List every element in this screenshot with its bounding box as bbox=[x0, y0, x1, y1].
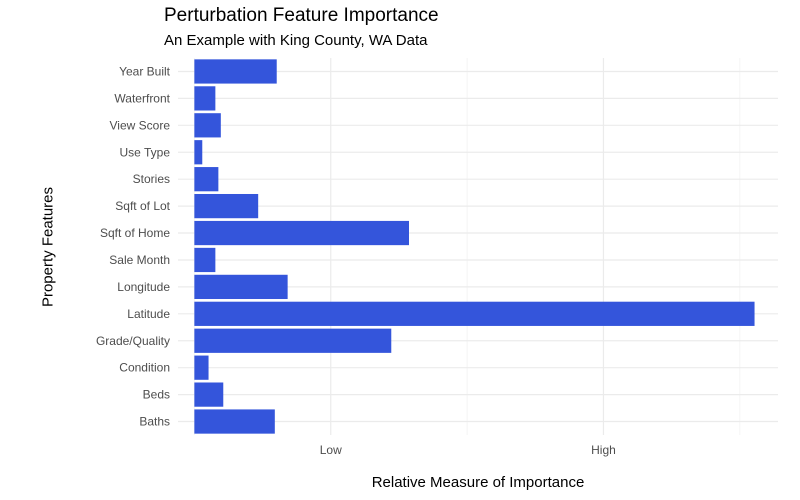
y-tick-label: Stories bbox=[133, 172, 170, 186]
y-tick-label: Latitude bbox=[127, 307, 170, 321]
x-tick-label: Low bbox=[320, 443, 342, 457]
bar bbox=[194, 328, 392, 353]
bar bbox=[194, 220, 409, 246]
y-tick-label: Year Built bbox=[119, 64, 171, 78]
bar bbox=[194, 301, 755, 326]
bar bbox=[194, 355, 209, 380]
y-tick-label: Grade/Quality bbox=[96, 334, 170, 348]
y-tick-label: Beds bbox=[143, 388, 170, 402]
y-axis-label: Property Features bbox=[39, 186, 57, 308]
y-tick-label: Baths bbox=[139, 415, 170, 429]
bar bbox=[194, 140, 203, 165]
bar bbox=[194, 59, 277, 84]
y-tick-label: Waterfront bbox=[114, 91, 170, 105]
bar bbox=[194, 86, 216, 111]
bar bbox=[194, 247, 216, 273]
y-tick-label: View Score bbox=[110, 118, 171, 132]
bar bbox=[194, 274, 288, 300]
x-axis-label: Relative Measure of Importance bbox=[371, 474, 585, 491]
y-tick-label: Use Type bbox=[120, 145, 171, 159]
bar bbox=[194, 409, 275, 434]
y-tick-label: Condition bbox=[119, 361, 170, 375]
bar bbox=[194, 382, 224, 407]
x-tick-label: High bbox=[591, 443, 616, 457]
bar bbox=[194, 193, 259, 219]
bar bbox=[194, 113, 221, 138]
y-tick-label: Sqft of Lot bbox=[115, 199, 170, 213]
chart-title: Perturbation Feature Importance bbox=[164, 5, 439, 26]
chart-subtitle: An Example with King County, WA Data bbox=[164, 32, 428, 49]
bar bbox=[194, 167, 219, 192]
y-tick-label: Longitude bbox=[117, 280, 170, 294]
y-tick-label: Sqft of Home bbox=[100, 226, 170, 240]
y-tick-label: Sale Month bbox=[109, 253, 170, 267]
